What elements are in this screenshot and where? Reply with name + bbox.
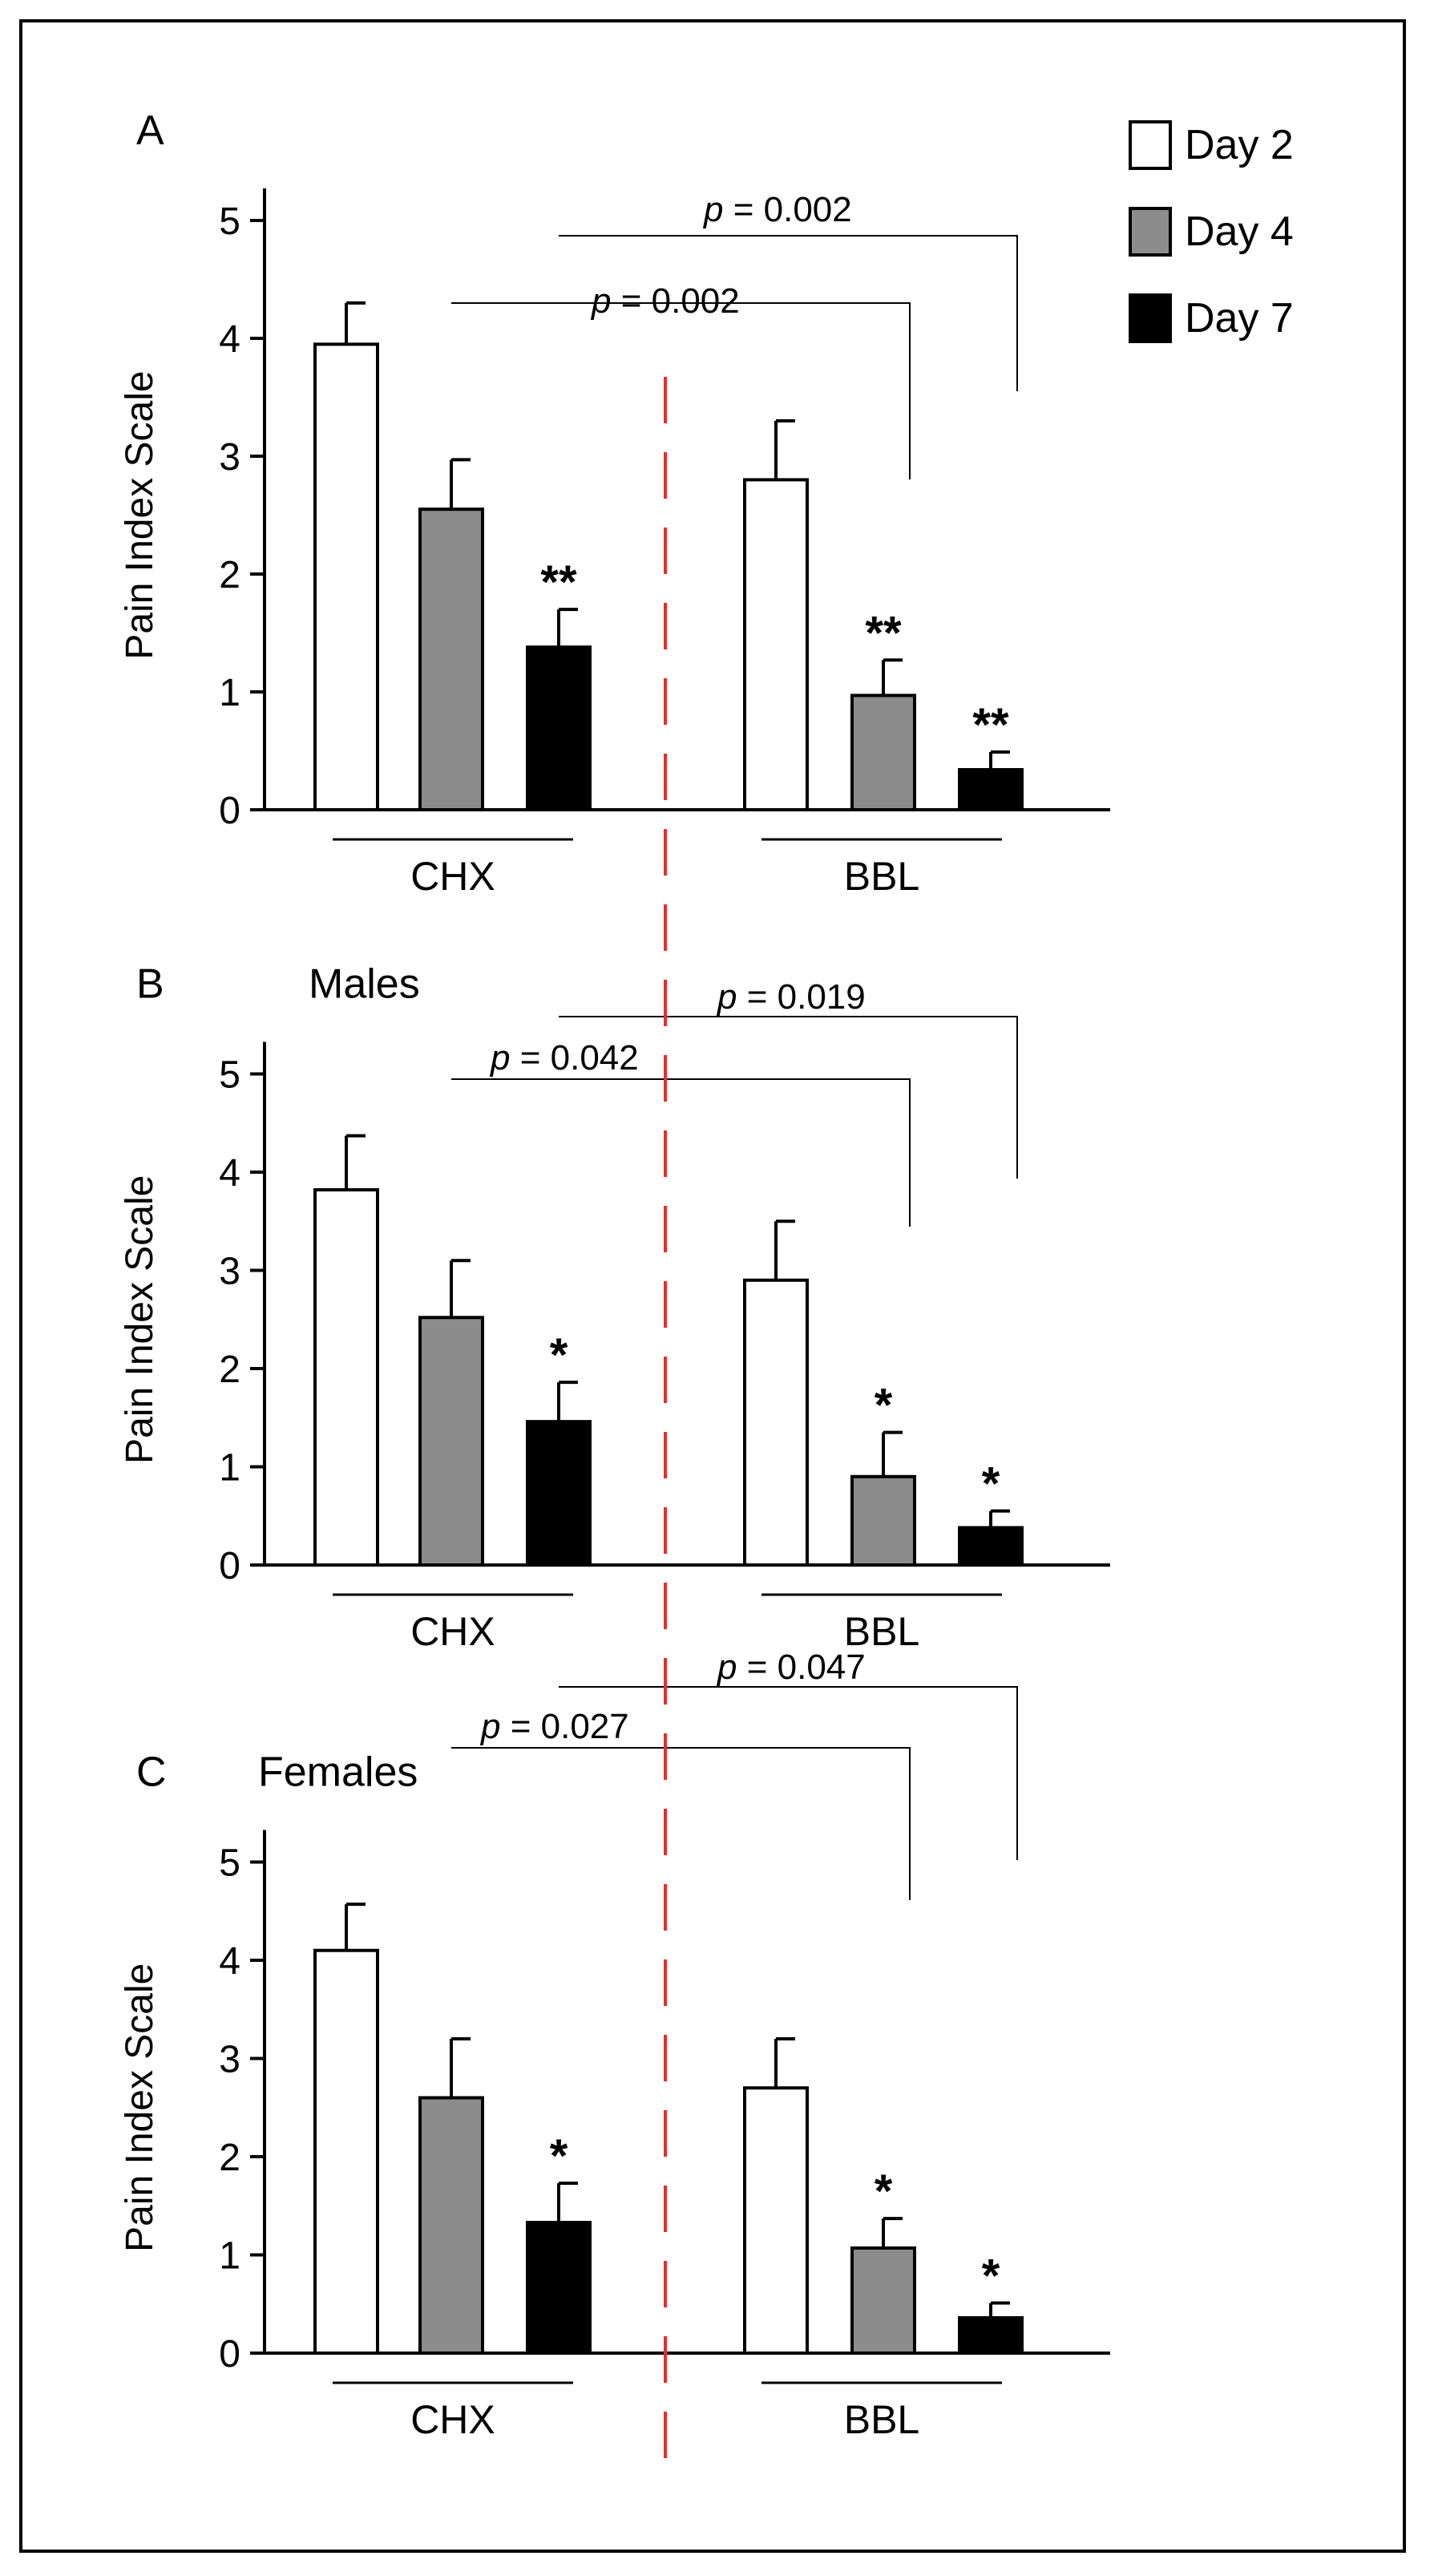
bar: [526, 2221, 592, 2355]
y-tick-label: 4: [219, 1152, 240, 1195]
panel-c: C Females 0 1 2 3 4 5 Pain Index Scale * * * CHX BBL p…: [119, 1648, 1110, 2442]
y-axis-title: Pain Index Scale: [119, 1963, 161, 2252]
p-value-label: p = 0.002: [702, 190, 852, 229]
legend-swatch: [1129, 293, 1172, 343]
significance-star: **: [865, 607, 902, 659]
y-tick-label: 4: [219, 318, 240, 361]
y-tick-label: 5: [219, 200, 240, 243]
bar: [958, 2315, 1024, 2355]
significance-star: *: [982, 2250, 1000, 2303]
p-value-label: p = 0.042: [489, 1038, 639, 1078]
panel-letter: A: [136, 107, 164, 154]
y-tick-label: 3: [219, 2039, 240, 2081]
legend-swatch: [1129, 207, 1172, 257]
bar: [958, 768, 1024, 812]
y-tick-label: 1: [219, 672, 240, 714]
comparison-bracket: [451, 1747, 911, 1900]
panel-b: B Males 0 1 2 3 4 5 Pain Index Scale * * * CHX BBL p =…: [119, 961, 1110, 1654]
y-axis-title: Pain Index Scale: [119, 1175, 161, 1464]
group-label-bbl: BBL: [844, 2397, 920, 2442]
y-tick-label: 2: [219, 1349, 240, 1391]
bar: [526, 1420, 592, 1567]
y-axis-title: Pain Index Scale: [119, 370, 161, 659]
bar: [850, 694, 916, 811]
y-tick-label: 0: [219, 790, 240, 832]
bar: [313, 342, 379, 812]
legend: Day 2 Day 4 Day 7: [1129, 120, 1294, 343]
bar: [958, 1526, 1024, 1567]
group-label-bbl: BBL: [844, 1609, 920, 1654]
panel-subtitle: Females: [258, 1749, 418, 1796]
group-label-chx: CHX: [410, 854, 495, 899]
significance-star: *: [550, 2130, 568, 2182]
y-tick-label: 2: [219, 2137, 240, 2179]
legend-label: Day 2: [1185, 122, 1294, 168]
comparison-bracket: [559, 1016, 1018, 1179]
bar: [418, 508, 484, 812]
y-tick-label: 1: [219, 2235, 240, 2278]
y-tick-label: 5: [219, 1054, 240, 1097]
panel-letter: C: [136, 1749, 167, 1796]
legend-label: Day 4: [1185, 208, 1294, 255]
panel-letter: B: [136, 961, 164, 1008]
group-label-bbl: BBL: [844, 854, 920, 899]
bar: [313, 1188, 379, 1567]
comparison-bracket: [559, 1686, 1018, 1860]
comparison-bracket: [559, 235, 1018, 391]
significance-star: *: [982, 1458, 1000, 1510]
legend-label: Day 7: [1185, 295, 1294, 342]
y-tick-label: 5: [219, 1842, 240, 1885]
y-tick-label: 4: [219, 1940, 240, 1983]
comparison-bracket: [451, 302, 911, 479]
group-label-chx: CHX: [410, 1609, 495, 1654]
significance-star: *: [550, 1329, 568, 1381]
bar: [850, 2246, 916, 2356]
significance-star: *: [875, 2166, 893, 2218]
comparison-bracket: [451, 1078, 911, 1227]
significance-star: **: [540, 556, 577, 609]
panel-a: A 0 1 2 3 4 5 Pain Index Scale ** ** ** CHX BBL p = 0…: [119, 107, 1110, 899]
bar: [313, 1948, 379, 2355]
y-tick-label: 0: [219, 2333, 240, 2376]
figure-frame: [19, 19, 1406, 2553]
p-value-label: p = 0.027: [479, 1707, 629, 1746]
p-value-label: p = 0.002: [590, 281, 740, 321]
p-value-label: p = 0.019: [716, 977, 866, 1017]
bar: [418, 2096, 484, 2355]
bar: [418, 1316, 484, 1567]
bar: [526, 645, 592, 812]
panel-subtitle: Males: [309, 961, 420, 1008]
significance-star: **: [972, 699, 1009, 751]
bar: [850, 1474, 916, 1567]
p-value-label: p = 0.047: [716, 1648, 866, 1687]
bar: [743, 1278, 809, 1567]
y-tick-label: 0: [219, 1545, 240, 1587]
bar: [743, 2086, 809, 2355]
y-tick-label: 3: [219, 436, 240, 479]
y-tick-label: 2: [219, 554, 240, 596]
group-label-chx: CHX: [410, 2397, 495, 2442]
legend-swatch: [1129, 120, 1172, 170]
significance-star: *: [875, 1380, 893, 1432]
bar: [743, 478, 809, 812]
y-tick-label: 3: [219, 1251, 240, 1293]
y-tick-label: 1: [219, 1447, 240, 1490]
